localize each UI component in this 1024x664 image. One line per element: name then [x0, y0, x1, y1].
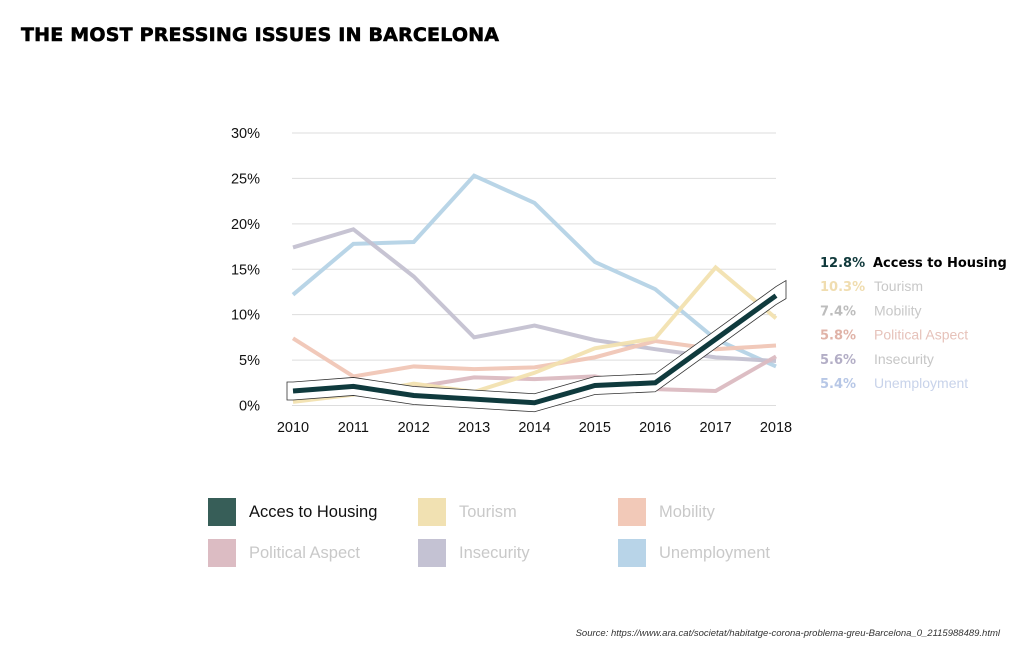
end-label: 7.4% Mobility: [820, 302, 921, 319]
legend-label: Acces to Housing: [249, 502, 378, 521]
y-tick-label: 25%: [231, 171, 260, 187]
end-label-name: Access to Housing: [873, 256, 1007, 271]
y-tick-label: 0%: [239, 399, 260, 415]
legend-label: Unemployment: [659, 543, 770, 562]
y-tick-label: 10%: [231, 308, 260, 324]
x-tick-label: 2015: [579, 420, 611, 436]
end-label: 5.8% Political Aspect: [820, 327, 968, 344]
end-label-value: 5.8%: [820, 329, 856, 344]
legend-swatch: [208, 539, 236, 567]
x-tick-label: 2012: [398, 420, 430, 436]
legend-label: Tourism: [459, 502, 517, 521]
end-label-name: Unemployment: [874, 375, 968, 391]
series-lines: [286, 173, 787, 413]
x-tick-label: 2018: [760, 420, 792, 436]
end-label-name: Insecurity: [874, 351, 934, 367]
x-tick-label: 2013: [458, 420, 490, 436]
x-axis-ticks: 2010 2011 2012 2013 2014 2015 2016 2017 2018: [277, 420, 792, 436]
end-label: 5.6% Insecurity: [820, 351, 934, 368]
end-label: 5.4% Unemployment: [820, 375, 968, 392]
legend-item: Mobility: [618, 498, 715, 526]
y-axis-ticks: 0% 5% 10% 15% 20% 25% 30%: [231, 126, 260, 415]
y-tick-label: 15%: [231, 262, 260, 278]
end-labels: 12.8% Access to Housing 10.3% Tourism 7.4% Mo…: [820, 256, 1007, 392]
x-tick-label: 2014: [518, 420, 550, 436]
legend-label: Mobility: [659, 502, 715, 521]
legend-item: Political Aspect: [208, 539, 360, 567]
end-label-name: Mobility: [874, 302, 921, 318]
legend-item: Unemployment: [618, 539, 770, 567]
end-label-value: 7.4%: [820, 304, 856, 319]
source-note: Source: https://www.ara.cat/societat/hab…: [575, 628, 1000, 639]
x-tick-label: 2011: [338, 420, 369, 436]
legend-label: Political Aspect: [249, 543, 360, 562]
chart-legend: Acces to Housing Tourism Mobility Political…: [208, 498, 808, 578]
legend-item: Acces to Housing: [208, 498, 377, 526]
legend-swatch: [618, 539, 646, 567]
end-label-name: Political Aspect: [874, 327, 968, 343]
legend-item: Insecurity: [418, 539, 530, 567]
legend-swatch: [208, 498, 236, 526]
y-tick-label: 30%: [231, 126, 260, 142]
end-label-value: 10.3%: [820, 280, 865, 295]
legend-label: Insecurity: [459, 543, 530, 562]
series-line-access-to-housing: [292, 293, 778, 406]
gridlines: [292, 132, 776, 406]
end-label-value: 5.4%: [820, 377, 856, 392]
x-tick-label: 2016: [639, 420, 671, 436]
end-label-value: 5.6%: [820, 353, 856, 368]
y-tick-label: 20%: [231, 217, 260, 233]
x-tick-label: 2017: [699, 420, 731, 436]
legend-swatch: [418, 498, 446, 526]
chart-title: THE MOST PRESSING ISSUES IN BARCELONA: [21, 24, 500, 47]
end-label: 10.3% Tourism: [820, 278, 923, 295]
legend-swatch: [618, 498, 646, 526]
x-tick-label: 2010: [277, 420, 309, 436]
series-line-unemployment: [291, 173, 777, 369]
end-label: 12.8% Access to Housing: [820, 256, 1007, 271]
end-label-value: 12.8%: [820, 256, 865, 271]
y-tick-label: 5%: [239, 353, 260, 369]
legend-item: Tourism: [418, 498, 517, 526]
end-label-name: Tourism: [874, 278, 923, 294]
legend-swatch: [418, 539, 446, 567]
